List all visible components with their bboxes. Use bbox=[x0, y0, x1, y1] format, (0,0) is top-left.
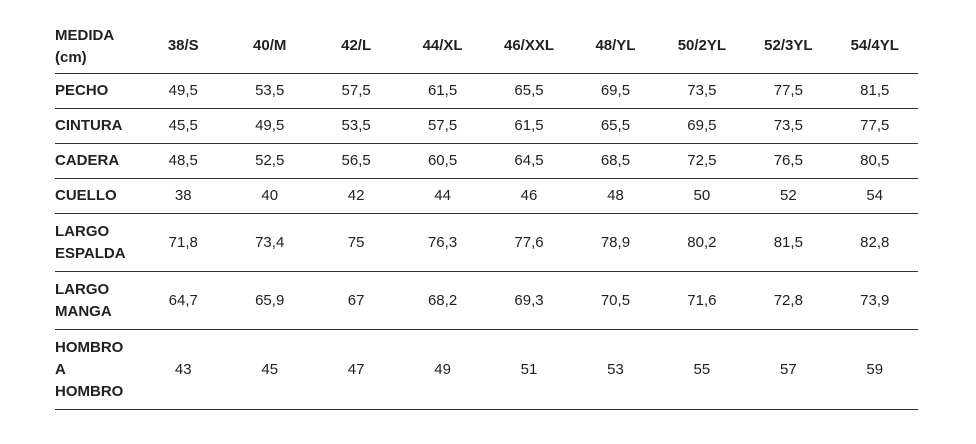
table-cell: 67 bbox=[347, 291, 365, 309]
table-cell: 47 bbox=[347, 360, 365, 378]
table-row: CADERA 48,5 52,5 56,5 60,5 64,5 68,5 72,… bbox=[55, 144, 918, 179]
table-cell: 42 bbox=[347, 187, 365, 204]
table-cell: 61,5 bbox=[514, 117, 544, 134]
table-row: HOMBRO A HOMBRO 43 45 47 49 51 53 55 57 59 bbox=[55, 330, 918, 410]
table-cell: 69,5 bbox=[687, 117, 717, 134]
size-header: 46/XXL bbox=[485, 18, 573, 74]
table-cell: 69,3 bbox=[514, 291, 544, 309]
table-cell: 61,5 bbox=[427, 82, 458, 99]
table-cell: 48 bbox=[607, 187, 624, 204]
table-row: PECHO 49,5 53,5 57,5 61,5 65,5 69,5 73,5… bbox=[55, 74, 918, 109]
table-cell: 50 bbox=[693, 187, 711, 204]
table-cell: 78,9 bbox=[600, 233, 631, 251]
table-cell: 57,5 bbox=[427, 117, 458, 134]
table-cell: 69,5 bbox=[600, 82, 631, 99]
table-cell: 64,5 bbox=[514, 152, 544, 169]
size-chart-table: MEDIDA (cm) 38/S 40/M 42/L 44/XL 46/XXL 4… bbox=[55, 18, 918, 410]
table-cell: 60,5 bbox=[427, 152, 458, 169]
table-cell: 80,5 bbox=[860, 152, 890, 169]
table-cell: 68,5 bbox=[600, 152, 631, 169]
table-cell: 73,5 bbox=[773, 117, 803, 134]
header-row: MEDIDA (cm) 38/S 40/M 42/L 44/XL 46/XXL 4… bbox=[55, 18, 918, 74]
table-cell: 65,5 bbox=[600, 117, 631, 134]
row-label: PECHO bbox=[55, 82, 109, 99]
table-cell: 77,5 bbox=[773, 82, 803, 99]
table-cell: 75 bbox=[347, 233, 365, 251]
table-cell: 81,5 bbox=[773, 233, 803, 251]
table-cell: 71,6 bbox=[687, 291, 717, 309]
table-cell: 46 bbox=[520, 187, 538, 204]
size-header: 48/YL bbox=[572, 18, 659, 74]
table-cell: 82,8 bbox=[860, 233, 890, 251]
table-cell: 52,5 bbox=[255, 152, 285, 169]
row-label: CUELLO bbox=[55, 187, 117, 204]
table-cell: 81,5 bbox=[860, 82, 890, 99]
table-cell: 55 bbox=[693, 360, 711, 378]
size-header: 44/XL bbox=[399, 18, 486, 74]
table-cell: 77,5 bbox=[860, 117, 890, 134]
table-cell: 76,3 bbox=[427, 233, 458, 251]
table-cell: 72,5 bbox=[687, 152, 717, 169]
size-header: 54/4YL bbox=[831, 18, 918, 74]
row-label: HOMBRO A HOMBRO bbox=[55, 338, 124, 400]
table-cell: 48,5 bbox=[168, 152, 198, 169]
size-header: 38/S bbox=[140, 18, 227, 74]
row-label: CADERA bbox=[55, 152, 120, 169]
table-cell: 73,9 bbox=[860, 291, 890, 309]
table-cell: 65,9 bbox=[255, 291, 285, 309]
table-cell: 70,5 bbox=[600, 291, 631, 309]
table-cell: 44 bbox=[434, 187, 451, 204]
table-cell: 76,5 bbox=[773, 152, 803, 169]
table-cell: 72,8 bbox=[773, 291, 803, 309]
table-cell: 73,4 bbox=[255, 233, 285, 251]
table-cell: 65,5 bbox=[514, 82, 544, 99]
table-cell: 43 bbox=[174, 360, 192, 378]
table-cell: 71,8 bbox=[168, 233, 198, 251]
table-cell: 80,2 bbox=[687, 233, 717, 251]
row-label: LARGO MANGA bbox=[55, 280, 112, 320]
table-cell: 49,5 bbox=[255, 117, 285, 134]
size-header: 40/M bbox=[226, 18, 313, 74]
table-cell: 51 bbox=[520, 360, 538, 378]
table-cell: 53 bbox=[607, 360, 624, 378]
table-cell: 49 bbox=[434, 360, 451, 378]
table-row: LARGO MANGA 64,7 65,9 67 68,2 69,3 70,5 7… bbox=[55, 272, 918, 330]
table-cell: 53,5 bbox=[255, 82, 285, 99]
table-cell: 59 bbox=[866, 360, 884, 378]
table-cell: 57 bbox=[779, 360, 797, 378]
table-cell: 52 bbox=[779, 187, 797, 204]
size-header: 52/3YL bbox=[745, 18, 832, 74]
table-row: CINTURA 45,5 49,5 53,5 57,5 61,5 65,5 69… bbox=[55, 109, 918, 144]
table-cell: 73,5 bbox=[687, 82, 717, 99]
table-cell: 40 bbox=[261, 187, 279, 204]
table-cell: 64,7 bbox=[168, 291, 198, 309]
table-cell: 45,5 bbox=[168, 117, 198, 134]
table-cell: 49,5 bbox=[168, 82, 198, 99]
table-cell: 68,2 bbox=[427, 291, 458, 309]
table-cell: 57,5 bbox=[341, 82, 371, 99]
table-cell: 54 bbox=[866, 187, 884, 204]
size-header: 50/2YL bbox=[658, 18, 746, 74]
row-label: CINTURA bbox=[55, 117, 123, 134]
corner-header: MEDIDA (cm) bbox=[55, 18, 141, 74]
row-label: LARGO ESPALDA bbox=[55, 222, 126, 262]
table-cell: 53,5 bbox=[341, 117, 371, 134]
table-row: CUELLO 38 40 42 44 46 48 50 52 54 bbox=[55, 179, 918, 214]
table-cell: 77,6 bbox=[514, 233, 544, 251]
size-header: 42/L bbox=[312, 18, 400, 74]
table-cell: 38 bbox=[174, 187, 192, 204]
table-row: LARGO ESPALDA 71,8 73,4 75 76,3 77,6 78,9… bbox=[55, 214, 918, 272]
table-cell: 45 bbox=[261, 360, 279, 378]
table-cell: 56,5 bbox=[341, 152, 371, 169]
